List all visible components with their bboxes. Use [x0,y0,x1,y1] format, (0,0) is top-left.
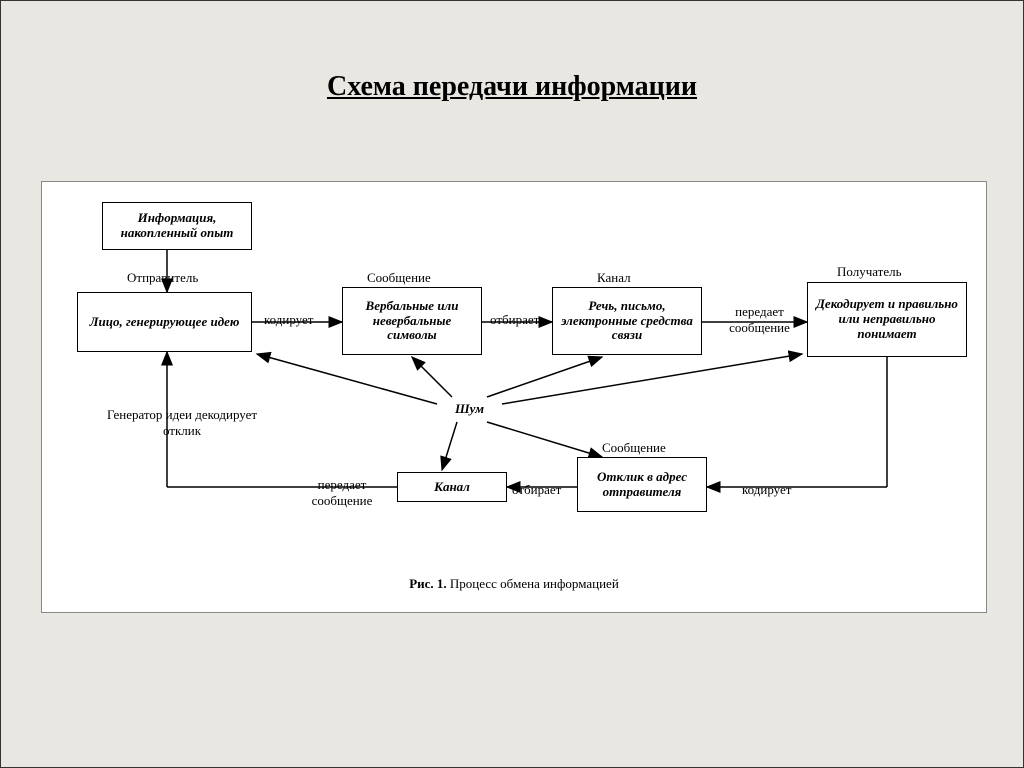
page-title: Схема передачи информации [1,71,1023,103]
node-symbols-text: Вербальные или невербальные символы [347,299,477,344]
role-message2: Сообщение [602,440,666,456]
edge-label-send1: передает сообщение [717,304,802,336]
edge-label-select2: отбирает [512,482,561,498]
node-noise: Шум [437,397,502,422]
node-sender: Лицо, генерирующее идею [77,292,252,352]
node-symbols: Вербальные или невербальные символы [342,287,482,355]
node-channel-top: Речь, письмо, электронные средства связи [552,287,702,355]
diagram-canvas: Информация, накопленный опыт Лицо, генер… [41,181,987,613]
node-info-text: Информация, накопленный опыт [107,211,247,241]
caption-text: Процесс обмена информацией [450,576,619,591]
node-receiver-text: Декодирует и правильно или неправильно п… [812,297,962,342]
node-info: Информация, накопленный опыт [102,202,252,250]
page: Схема передачи информации Информация, на… [0,0,1024,768]
node-channel-bottom-text: Канал [434,480,470,495]
figure-caption: Рис. 1. Процесс обмена информацией [42,576,986,592]
node-sender-text: Лицо, генерирующее идею [90,315,240,330]
node-receiver: Декодирует и правильно или неправильно п… [807,282,967,357]
edge-label-send2: передает сообщение [297,477,387,509]
node-channel-bottom: Канал [397,472,507,502]
edge-label-select1: отбирает [490,312,539,328]
node-channel-top-text: Речь, письмо, электронные средства связи [557,299,697,344]
edge-label-encode2: кодирует [742,482,791,498]
role-message1: Сообщение [367,270,431,286]
role-channel1: Канал [597,270,631,286]
node-reply: Отклик в адрес отправителя [577,457,707,512]
node-reply-text: Отклик в адрес отправителя [582,470,702,500]
role-receiver: Получатель [837,264,902,280]
role-sender: Отправитель [127,270,198,286]
edge-label-encode1: кодирует [264,312,313,328]
edge-label-decode: Генератор идеи декодирует отклик [102,407,262,439]
node-noise-text: Шум [455,402,484,417]
caption-prefix: Рис. 1. [409,576,446,591]
